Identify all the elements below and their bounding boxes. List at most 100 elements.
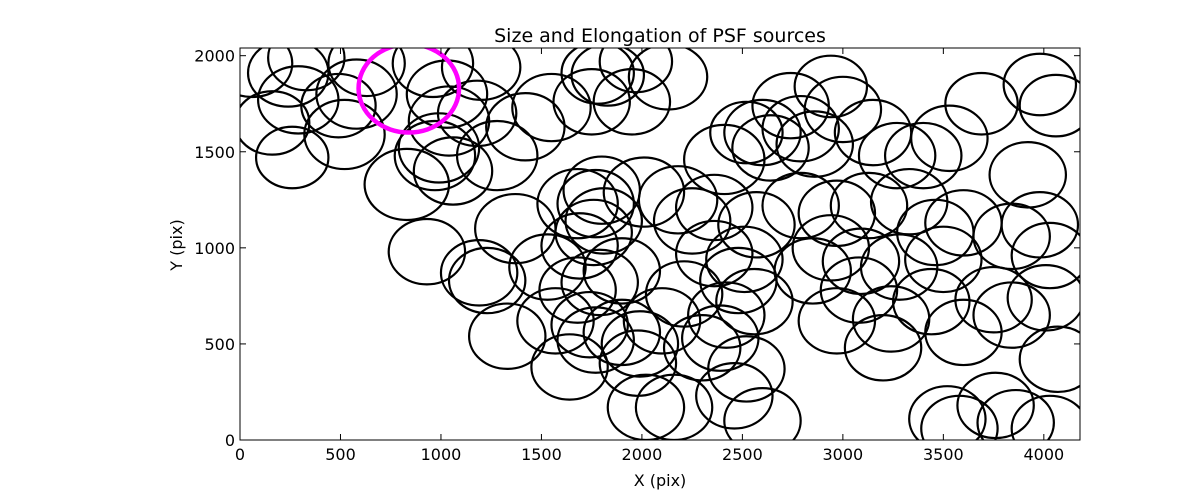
psf-source-ellipse bbox=[904, 225, 983, 294]
psf-source-ellipse bbox=[715, 267, 794, 336]
psf-source-ellipse bbox=[439, 239, 519, 307]
highlighted-psf-source-ellipse bbox=[356, 48, 462, 135]
psf-source-ellipse bbox=[303, 98, 386, 171]
psf-source-ellipse bbox=[511, 72, 592, 143]
psf-source-ellipse bbox=[600, 310, 680, 378]
y-tick-label: 0 bbox=[225, 431, 235, 450]
psf-source-ellipse bbox=[485, 92, 566, 162]
psf-source-ellipse bbox=[1010, 394, 1080, 440]
x-tick-label: 500 bbox=[325, 445, 356, 464]
psf-source-ellipse bbox=[516, 287, 595, 355]
psf-source-ellipse bbox=[829, 171, 909, 240]
psf-source-ellipse bbox=[540, 212, 619, 280]
psf-source-ellipse bbox=[536, 167, 619, 240]
psf-source-ellipse bbox=[455, 119, 539, 192]
psf-source-ellipse bbox=[972, 281, 1051, 349]
psf-source-ellipse bbox=[687, 281, 766, 349]
axis-ticks: 0 500 1000 1500 2000 2500 3000 3500 4000 0 500 1000… bbox=[194, 47, 1080, 464]
psf-source-ellipse bbox=[1010, 221, 1080, 290]
plot-marks bbox=[240, 48, 1080, 440]
psf-source-ellipse bbox=[699, 246, 778, 315]
psf-source-ellipse bbox=[564, 187, 644, 255]
psf-source-ellipse bbox=[387, 217, 467, 286]
y-tick-label: 2000 bbox=[194, 47, 235, 66]
psf-source-ellipse bbox=[598, 48, 674, 94]
psf-source-ellipse bbox=[910, 104, 989, 173]
psf-source-ellipse bbox=[793, 54, 869, 119]
psf-source-ellipse bbox=[662, 313, 742, 382]
x-tick-label: 1500 bbox=[521, 445, 562, 464]
psf-source-ellipse bbox=[602, 156, 686, 228]
psf-source-ellipse bbox=[843, 313, 923, 382]
psf-source-ellipse bbox=[821, 227, 901, 296]
psf-source-ellipse bbox=[300, 72, 377, 139]
psf-source-ellipse bbox=[723, 98, 802, 167]
psf-source-ellipse bbox=[560, 248, 639, 317]
psf-source-ellipse bbox=[883, 121, 963, 190]
y-tick-label: 1500 bbox=[194, 143, 235, 162]
psf-source-ellipse bbox=[924, 189, 1003, 257]
psf-source-ellipse bbox=[857, 121, 937, 190]
psf-source-ellipse bbox=[751, 71, 830, 140]
psf-source-ellipse bbox=[637, 165, 719, 235]
x-tick-label: 0 bbox=[235, 445, 245, 464]
x-tick-label: 2000 bbox=[622, 445, 663, 464]
psf-source-ellipse bbox=[246, 48, 330, 108]
psf-source-ellipse bbox=[552, 68, 631, 136]
psf-source-ellipse bbox=[695, 362, 774, 430]
x-tick-label: 1000 bbox=[421, 445, 462, 464]
psf-source-ellipse bbox=[550, 290, 629, 359]
psf-source-ellipse bbox=[508, 233, 587, 301]
psf-source-ellipse bbox=[393, 119, 477, 192]
psf-source-ellipse bbox=[833, 98, 913, 167]
psf-source-ellipse bbox=[954, 265, 1033, 334]
psf-source-ellipse bbox=[556, 306, 635, 374]
psf-source-ellipse bbox=[731, 114, 810, 182]
psf-source-ellipse bbox=[705, 225, 784, 294]
psf-source-ellipse bbox=[474, 192, 557, 265]
psf-source-ellipse bbox=[467, 302, 547, 371]
psf-source-ellipse bbox=[908, 385, 987, 440]
psf-source-ellipse bbox=[1018, 325, 1080, 394]
psf-source-ellipse bbox=[397, 112, 481, 184]
psf-source-ellipse bbox=[944, 71, 1019, 136]
psf-source-ellipse bbox=[315, 58, 398, 130]
psf-source-ellipse bbox=[592, 68, 672, 136]
psf-source-ellipse bbox=[819, 256, 899, 324]
psf-source-ellipse bbox=[1002, 52, 1078, 117]
psf-source-ellipse bbox=[709, 100, 784, 165]
psf-source-ellipse bbox=[327, 48, 406, 98]
psf-source-ellipse bbox=[391, 48, 475, 99]
psf-source-ellipse bbox=[1018, 73, 1080, 138]
psf-source-ellipse bbox=[606, 373, 686, 440]
psf-source-ellipse bbox=[598, 329, 678, 397]
y-tick-label: 500 bbox=[204, 335, 235, 354]
psf-source-ellipse bbox=[773, 237, 853, 305]
psf-source-ellipse bbox=[254, 125, 330, 190]
y-axis-label: Y (pix) bbox=[167, 219, 186, 271]
x-tick-label: 4000 bbox=[1023, 445, 1064, 464]
psf-source-ellipse bbox=[1000, 191, 1080, 259]
psf-source-ellipse bbox=[554, 198, 633, 267]
psf-source-ellipse bbox=[761, 171, 840, 240]
psf-source-ellipse bbox=[240, 90, 311, 156]
psf-source-ellipse bbox=[892, 267, 971, 336]
psf-source-ellipse bbox=[851, 285, 931, 353]
psf-source-ellipse bbox=[803, 75, 883, 144]
chart-title: Size and Elongation of PSF sources bbox=[494, 25, 826, 47]
psf-source-ellipse bbox=[976, 388, 1055, 440]
psf-source-ellipse bbox=[652, 187, 732, 255]
psf-source-ellipse bbox=[723, 387, 802, 440]
psf-source-ellipse bbox=[797, 287, 877, 355]
x-tick-label: 3500 bbox=[923, 445, 964, 464]
psf-source-ellipse bbox=[717, 191, 796, 259]
psf-source-ellipse bbox=[363, 147, 451, 222]
psf-source-ellipse bbox=[530, 333, 609, 401]
x-tick-label: 2500 bbox=[722, 445, 763, 464]
psf-source-ellipse bbox=[869, 167, 949, 236]
x-tick-label: 3000 bbox=[823, 445, 864, 464]
x-axis-label: X (pix) bbox=[634, 471, 687, 490]
psf-source-ellipse bbox=[556, 168, 635, 239]
psf-source-ellipse bbox=[674, 219, 754, 288]
